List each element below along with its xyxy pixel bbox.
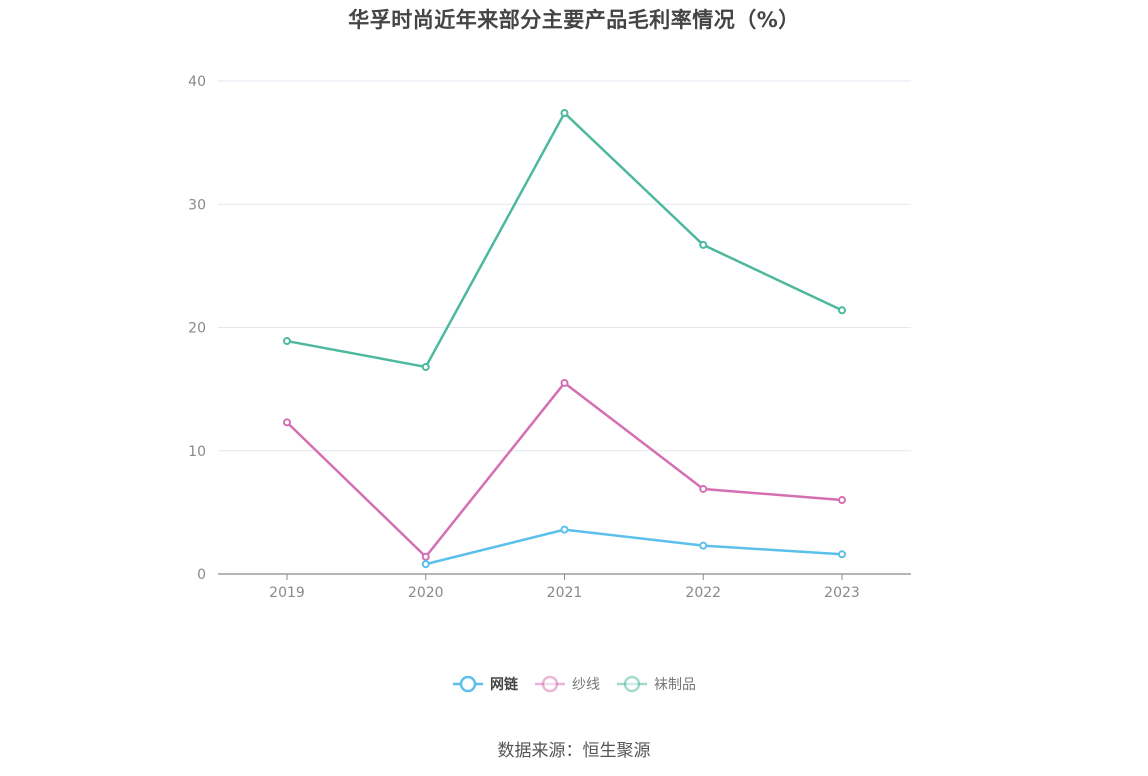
data-point[interactable]: [699, 484, 708, 493]
data-point[interactable]: [283, 337, 291, 346]
data-point[interactable]: [560, 525, 569, 534]
legend-label: 网链: [490, 677, 518, 693]
y-tick-label: 40: [188, 74, 206, 90]
circle-line-icon: [453, 675, 483, 693]
circle-line-icon: [535, 675, 565, 693]
series-line-0: [425, 528, 843, 566]
legend-label: 纱线: [572, 677, 600, 693]
data-point[interactable]: [560, 378, 569, 387]
data-point[interactable]: [838, 496, 846, 505]
y-tick-label: 30: [188, 197, 206, 213]
x-tick-label: 2023: [824, 585, 860, 601]
y-tick-label: 20: [188, 321, 206, 337]
source-note: 数据来源：恒生聚源: [497, 741, 651, 761]
x-tick-label: 2019: [269, 585, 305, 601]
y-tick-label: 10: [188, 444, 206, 460]
grid-lines: [218, 80, 911, 452]
legend-item-1[interactable]: 纱线: [534, 673, 600, 695]
data-point[interactable]: [838, 306, 846, 315]
data-point[interactable]: [283, 418, 291, 427]
series-lines: [283, 109, 846, 569]
legend-label: 袜制品: [654, 677, 696, 693]
legend-item-0[interactable]: 网链: [452, 673, 518, 695]
circle-line-icon: [617, 675, 647, 693]
data-point[interactable]: [421, 362, 430, 371]
x-tick-label: 2021: [547, 585, 583, 601]
data-point[interactable]: [838, 550, 846, 559]
x-tick-label: 2022: [685, 585, 721, 601]
axes: 0 10 20 30 40 2019 2020 2021 2022 2023: [188, 74, 911, 601]
legend-item-2[interactable]: 袜制品: [616, 673, 696, 695]
y-tick-label: 0: [197, 567, 206, 583]
x-tick-label: 2020: [408, 585, 444, 601]
data-point[interactable]: [421, 560, 430, 569]
data-point[interactable]: [421, 552, 430, 561]
data-point[interactable]: [560, 109, 569, 118]
data-point[interactable]: [699, 240, 708, 249]
series-line-2: [286, 111, 843, 369]
legend: 网链 纱线 袜制品: [0, 673, 1148, 695]
data-point[interactable]: [699, 541, 708, 550]
chart-title: 华孚时尚近年来部分主要产品毛利率情况（%）: [348, 8, 800, 32]
